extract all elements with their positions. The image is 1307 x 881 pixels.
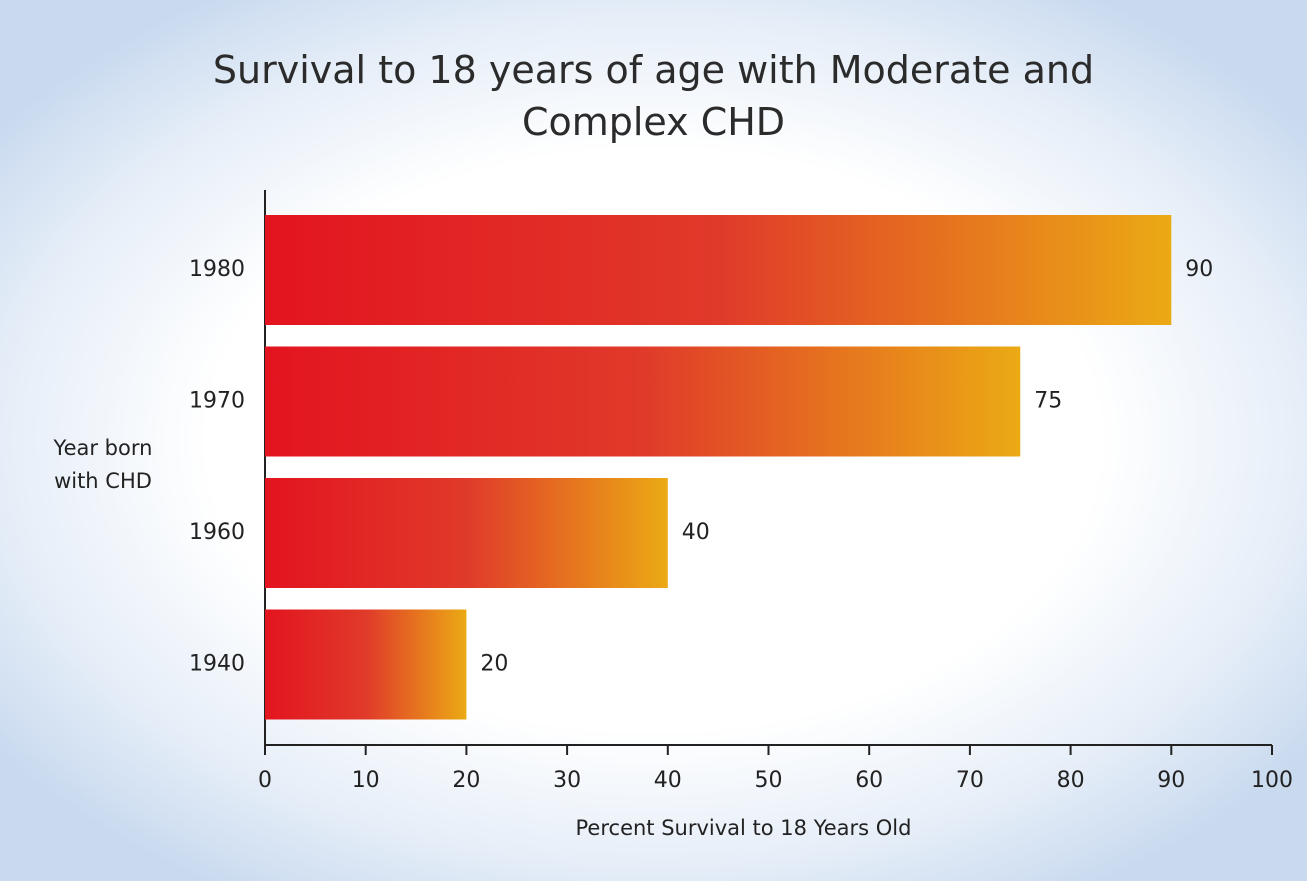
x-tick-label: 0: [258, 768, 272, 793]
x-tick-label: 80: [1057, 768, 1085, 793]
x-tick-label: 60: [855, 768, 883, 793]
y-tick-label: 1980: [189, 257, 245, 282]
x-tick-label: 30: [553, 768, 581, 793]
bar: [265, 215, 1172, 325]
bar: [265, 478, 668, 588]
x-axis-label: Percent Survival to 18 Years Old: [576, 816, 912, 840]
x-tick-label: 100: [1251, 768, 1293, 793]
y-tick-label: 1970: [189, 389, 245, 414]
y-tick-label: 1940: [189, 652, 245, 677]
y-tick-label: 1960: [189, 520, 245, 545]
bar: [265, 609, 467, 720]
x-tick-label: 50: [755, 768, 783, 793]
value-label: 40: [682, 520, 710, 545]
x-tick-label: 10: [352, 768, 380, 793]
value-label: 90: [1185, 257, 1213, 282]
chart-title: Survival to 18 years of age with Moderat…: [212, 48, 1095, 144]
y-axis-label: Year born with CHD: [53, 436, 153, 493]
x-tick-label: 90: [1157, 768, 1185, 793]
x-tick-label: 20: [452, 768, 480, 793]
x-tick-label: 70: [956, 768, 984, 793]
value-label: 75: [1034, 389, 1062, 414]
bar: [265, 346, 1021, 457]
x-tick-label: 40: [654, 768, 682, 793]
value-label: 20: [480, 652, 508, 677]
